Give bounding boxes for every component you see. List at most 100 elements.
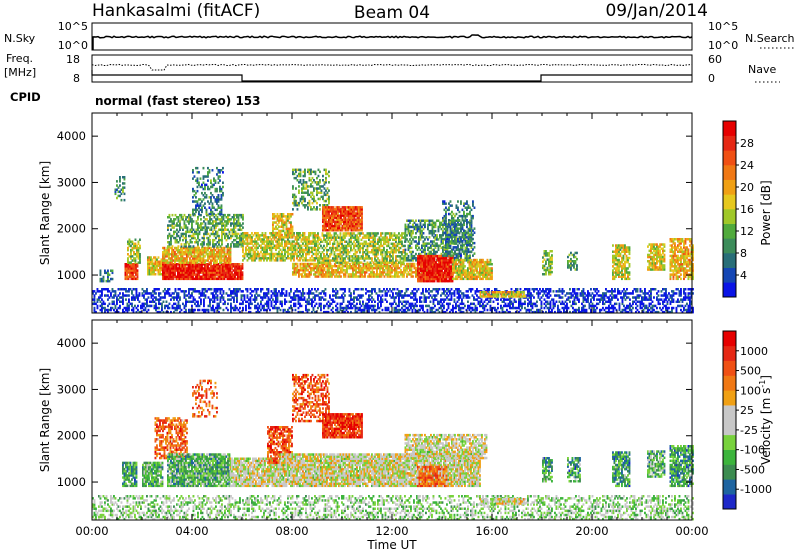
data-cell [371, 308, 373, 312]
data-cell [191, 220, 193, 223]
data-cell [599, 294, 601, 297]
data-cell [212, 306, 214, 310]
data-cell [150, 270, 152, 274]
data-cell [129, 267, 131, 270]
data-cell [197, 226, 199, 229]
data-cell [243, 294, 246, 297]
data-cell [153, 300, 156, 303]
data-cell [132, 273, 134, 276]
data-cell [158, 288, 160, 291]
data-cell [232, 263, 235, 266]
data-cell [177, 302, 180, 306]
data-cell [136, 246, 138, 250]
data-cell [230, 302, 232, 306]
data-cell [304, 168, 306, 172]
data-cell [665, 296, 667, 299]
data-cell [320, 304, 322, 308]
data-cell [419, 308, 421, 312]
data-cell [513, 298, 516, 301]
data-cell [189, 271, 191, 274]
data-cell [304, 197, 306, 201]
data-cell [422, 292, 424, 295]
data-cell [357, 288, 360, 291]
data-cell [195, 273, 197, 276]
data-cell [480, 300, 483, 303]
data-cell [293, 298, 295, 301]
data-cell [133, 246, 135, 250]
data-cell [602, 292, 604, 295]
data-cell [282, 308, 285, 312]
data-cell [171, 251, 173, 254]
data-cell [199, 267, 202, 270]
data-cell [594, 290, 597, 293]
data-cell [605, 292, 607, 295]
data-cell [221, 288, 223, 291]
data-cell [193, 267, 196, 270]
data-cell [569, 292, 571, 295]
data-cell [195, 241, 198, 244]
data-cell [594, 304, 597, 308]
data-cell [471, 294, 474, 297]
data-cell [500, 306, 502, 310]
data-cell [665, 298, 667, 301]
data-cell [188, 300, 190, 303]
data-cell [198, 275, 200, 278]
data-cell [443, 292, 445, 295]
data-cell [195, 300, 198, 303]
data-cell [632, 302, 634, 306]
data-cell [486, 302, 489, 306]
data-cell [204, 269, 206, 272]
data-cell [125, 306, 127, 310]
data-cell [187, 255, 190, 258]
data-cell [225, 273, 227, 276]
data-cell [238, 265, 241, 268]
data-cell [187, 267, 190, 270]
data-cell [621, 310, 624, 314]
data-cell [184, 263, 187, 266]
data-cell [185, 226, 187, 229]
data-cell [572, 310, 574, 314]
data-cell [558, 308, 561, 312]
data-cell [369, 294, 372, 297]
data-cell [177, 218, 180, 221]
data-cell [359, 302, 361, 306]
data-cell [171, 222, 174, 225]
data-cell [147, 304, 150, 308]
data-cell [220, 263, 223, 266]
data-cell [590, 298, 592, 301]
data-cell [212, 304, 214, 308]
data-cell [108, 296, 111, 299]
data-cell [549, 310, 552, 314]
data-cell [554, 294, 556, 297]
data-cell [295, 195, 297, 199]
data-cell [155, 298, 157, 301]
data-cell [470, 310, 472, 314]
data-cell [212, 292, 214, 295]
data-cell [174, 218, 177, 221]
data-cell [105, 294, 108, 297]
data-cell [150, 262, 152, 265]
data-cell [411, 296, 414, 299]
data-cell [219, 306, 222, 310]
data-cell [189, 294, 192, 297]
data-cell [627, 306, 630, 310]
data-cell [200, 298, 202, 301]
data-cell [402, 296, 405, 299]
data-cell [606, 290, 609, 293]
data-cell [220, 273, 223, 276]
data-cell [263, 292, 265, 295]
data-cell [246, 288, 249, 291]
data-cell [381, 300, 384, 303]
data-cell [357, 308, 360, 312]
data-cell [200, 294, 202, 297]
data-cell [171, 226, 174, 229]
data-cell [183, 251, 185, 254]
data-cell [128, 298, 130, 301]
data-cell [165, 259, 167, 262]
data-cell [193, 263, 196, 266]
data-cell [528, 294, 531, 297]
data-cell [335, 294, 337, 297]
data-cell [177, 271, 179, 274]
data-cell [614, 290, 616, 293]
data-cell [186, 277, 188, 281]
